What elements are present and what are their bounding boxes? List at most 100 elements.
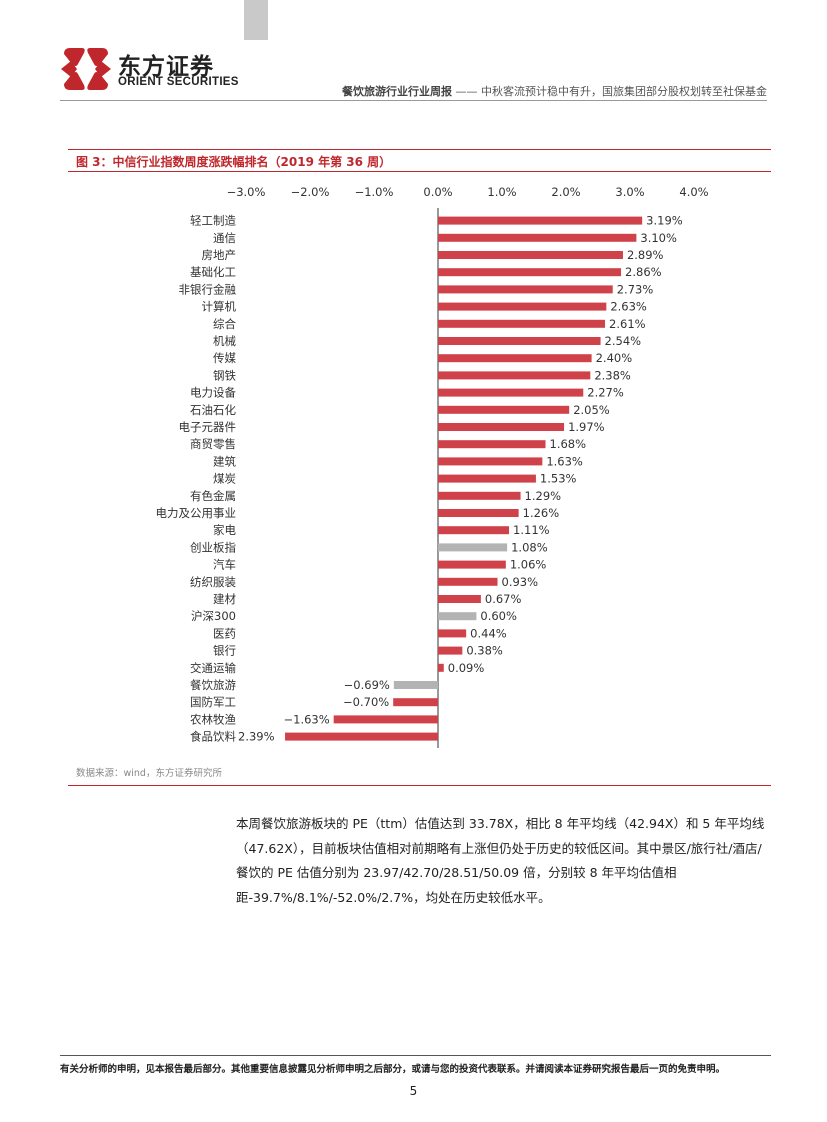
x-tick-label: 0.0%: [423, 185, 452, 199]
category-label: 交通运输: [190, 661, 236, 675]
value-label: 1.53%: [540, 472, 577, 486]
logo-english-text: ORIENT SECURITIES: [118, 76, 239, 88]
value-label: 2.89%: [627, 248, 664, 262]
category-label: 房地产: [202, 248, 237, 262]
body-paragraph-block: 本周餐饮旅游板块的 PE（ttm）估值达到 33.78X，相比 8 年平均线（4…: [236, 812, 772, 910]
category-label: 建材: [213, 592, 236, 606]
category-label: 电力设备: [190, 386, 236, 400]
bar: [438, 595, 481, 603]
value-label: 2.27%: [587, 386, 624, 400]
value-label: 2.63%: [610, 300, 647, 314]
bar: [438, 646, 463, 655]
report-type: 餐饮旅游行业行业周报: [342, 85, 452, 98]
category-label: 通信: [213, 231, 236, 245]
bar: [438, 457, 543, 466]
bar: [438, 440, 546, 449]
footer-disclaimer: 有关分析师的申明，见本报告最后部分。其他重要信息披露见分析师申明之后部分，或请与…: [60, 1064, 726, 1075]
value-label: 2.39%: [238, 730, 275, 744]
bar: [438, 629, 467, 638]
bar: [438, 509, 519, 517]
value-label: 2.40%: [596, 351, 633, 365]
category-label: 传媒: [213, 351, 236, 365]
x-tick-label: 3.0%: [615, 185, 644, 199]
value-label: 2.73%: [617, 282, 654, 296]
value-label: −0.70%: [343, 695, 389, 709]
value-label: 1.29%: [525, 489, 562, 503]
value-label: 1.26%: [523, 506, 560, 520]
report-subtitle: 中秋客流预计稳中有升，国旅集团部分股权划转至社保基金: [481, 85, 767, 98]
value-label: 0.67%: [485, 592, 522, 606]
bar: [438, 233, 637, 242]
category-label: 创业板指: [190, 540, 236, 554]
bar: [438, 268, 622, 277]
category-label: 家电: [213, 523, 236, 537]
bar: [438, 285, 613, 294]
footer-divider: [60, 1055, 771, 1056]
bar: [438, 337, 601, 345]
bar: [393, 681, 438, 689]
bar: [438, 491, 521, 500]
figure-bottom-rule: [68, 785, 771, 786]
value-label: 1.06%: [510, 558, 547, 572]
bar: [333, 715, 438, 724]
value-label: 1.63%: [546, 454, 583, 468]
bar: [438, 423, 565, 431]
figure-source: 数据来源：wind，东方证券研究所: [76, 768, 222, 779]
page-number: 5: [409, 1084, 418, 1098]
logo-chinese-text: 东方证券: [118, 54, 214, 80]
header-divider: [60, 100, 767, 101]
body-paragraph: 本周餐饮旅游板块的 PE（ttm）估值达到 33.78X，相比 8 年平均线（4…: [236, 816, 765, 905]
bar: [438, 216, 643, 225]
value-label: 3.10%: [640, 231, 677, 245]
value-label: 3.19%: [646, 214, 683, 228]
bar: [438, 371, 591, 380]
value-label: 1.08%: [511, 540, 548, 554]
bar: [438, 319, 606, 328]
header-decoration: [244, 0, 268, 40]
category-label: 医药: [213, 626, 236, 640]
figure-caption: 图 3：中信行业指数周度涨跌幅排名（2019 年第 36 周）: [76, 155, 392, 169]
category-label: 煤炭: [213, 472, 236, 486]
header-separator: ——: [455, 85, 478, 98]
category-label: 石油石化: [190, 403, 236, 417]
bar: [438, 474, 536, 483]
bar: [393, 698, 438, 707]
value-label: 0.44%: [470, 626, 507, 640]
value-label: 2.61%: [609, 317, 646, 331]
category-label: 有色金属: [190, 489, 236, 503]
bar: [438, 612, 477, 621]
category-label: 商贸零售: [190, 437, 236, 451]
value-label: 0.60%: [480, 609, 517, 623]
company-logo: 东方证券 ORIENT SECURITIES: [60, 44, 240, 94]
category-label: 纺织服装: [190, 575, 236, 589]
bar: [438, 388, 584, 397]
figure-caption-rule: [68, 171, 771, 172]
bar: [438, 663, 444, 672]
category-label: 汽车: [213, 558, 236, 572]
category-label: 国防军工: [190, 695, 236, 709]
logo-mark-icon: [61, 48, 111, 90]
category-label: 建筑: [213, 454, 236, 468]
x-tick-label: 2.0%: [551, 185, 580, 199]
industry-ranking-chart: −3.0% −2.0% −1.0% 0.0% 1.0% 2.0% 3.0% 4.0% 轻工制造 3…: [156, 185, 709, 748]
x-tick-label: −3.0%: [227, 185, 266, 199]
bar: [438, 405, 570, 414]
bar: [438, 354, 592, 363]
value-label: 2.05%: [573, 403, 610, 417]
category-label: 钢铁: [213, 368, 236, 382]
bar: [438, 526, 510, 535]
category-label: 银行: [213, 644, 236, 658]
bar: [285, 732, 438, 741]
category-label: 综合: [213, 317, 236, 331]
value-label: 1.97%: [568, 420, 605, 434]
category-label: 农林牧渔: [190, 712, 236, 726]
report-header: 餐饮旅游行业行业周报 —— 中秋客流预计稳中有升，国旅集团部分股权划转至社保基金: [342, 83, 767, 99]
value-label: 0.38%: [466, 644, 503, 658]
bar: [438, 543, 508, 552]
value-label: 2.86%: [625, 265, 662, 279]
category-label: 电力及公用事业: [156, 506, 237, 520]
bar: [438, 251, 623, 259]
x-tick-label: −2.0%: [291, 185, 330, 199]
category-label: 基础化工: [190, 265, 236, 279]
value-label: 1.11%: [513, 523, 550, 537]
